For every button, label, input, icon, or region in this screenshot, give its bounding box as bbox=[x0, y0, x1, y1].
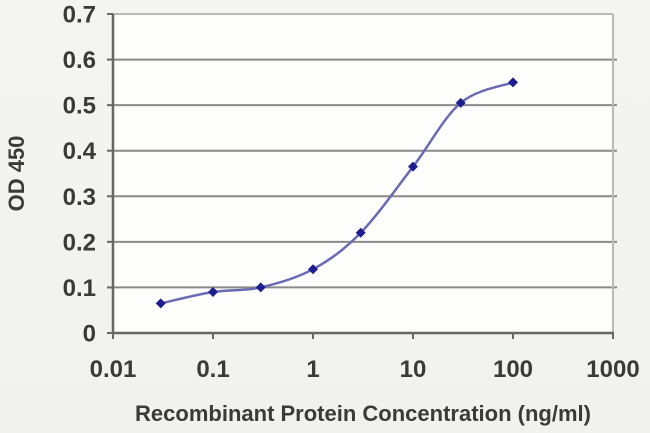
data-point-marker bbox=[208, 286, 218, 297]
y-tick-label: 0.6 bbox=[63, 47, 96, 74]
data-series bbox=[155, 77, 518, 309]
y-tick-label: 0.2 bbox=[63, 229, 96, 256]
series-line bbox=[159, 81, 515, 305]
plot-border bbox=[113, 13, 614, 333]
y-axis-title: OD 450 bbox=[4, 136, 29, 212]
y-tick-label: 0.3 bbox=[63, 184, 96, 211]
x-tick-label: 100 bbox=[493, 356, 533, 383]
data-point-marker bbox=[508, 77, 518, 88]
data-point-marker bbox=[308, 264, 318, 275]
x-tick-label: 0.1 bbox=[196, 356, 229, 383]
gridlines bbox=[113, 58, 617, 289]
x-tick-label: 10 bbox=[400, 356, 427, 383]
axes bbox=[107, 13, 614, 339]
tick-labels: 0 0.1 0.2 0.3 0.4 0.5 0.6 0.7 0.01 0.1 1 10 100 1000 bbox=[63, 2, 640, 384]
y-tick-label: 0.5 bbox=[63, 93, 96, 120]
data-point-marker bbox=[155, 298, 166, 309]
data-point-marker bbox=[355, 227, 366, 238]
data-point-marker bbox=[455, 97, 466, 108]
y-tick-label: 0.7 bbox=[63, 2, 96, 29]
y-tick-label: 0.1 bbox=[63, 275, 96, 302]
data-point-marker bbox=[408, 161, 418, 172]
x-axis-title: Recombinant Protein Concentration (ng/ml… bbox=[135, 401, 591, 426]
y-tick-label: 0.4 bbox=[63, 138, 97, 165]
y-tick-label: 0 bbox=[83, 321, 96, 348]
x-tick-label: 1 bbox=[306, 356, 319, 383]
x-tick-label: 0.01 bbox=[90, 356, 137, 383]
x-tick-label: 1000 bbox=[586, 356, 639, 383]
data-point-marker bbox=[255, 282, 266, 293]
plot-area bbox=[113, 14, 613, 333]
